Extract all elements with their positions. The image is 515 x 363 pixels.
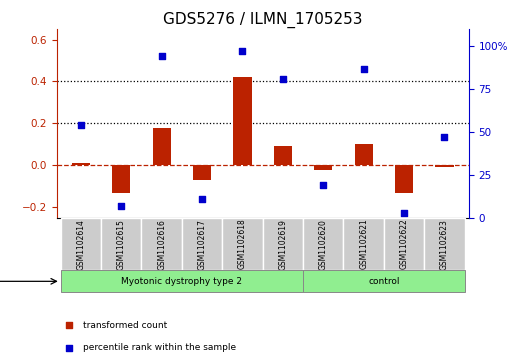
Point: [77, 122, 85, 128]
Point: [279, 76, 287, 82]
Bar: [101, 218, 142, 270]
Text: GSM1102619: GSM1102619: [278, 219, 287, 270]
Bar: [435, 166, 454, 167]
Bar: [314, 166, 332, 170]
Bar: [395, 166, 413, 193]
Text: Myotonic dystrophy type 2: Myotonic dystrophy type 2: [122, 277, 243, 286]
Bar: [72, 163, 90, 166]
Bar: [61, 270, 303, 292]
Bar: [222, 218, 263, 270]
Bar: [303, 270, 465, 292]
Bar: [233, 77, 251, 166]
Bar: [193, 166, 211, 180]
Bar: [182, 218, 222, 270]
Point: [65, 345, 73, 351]
Text: GSM1102615: GSM1102615: [117, 219, 126, 270]
Point: [319, 182, 328, 188]
Text: GSM1102622: GSM1102622: [400, 219, 408, 269]
Point: [65, 322, 73, 328]
Point: [117, 203, 125, 209]
Bar: [344, 218, 384, 270]
Bar: [274, 147, 292, 166]
Bar: [61, 218, 101, 270]
Point: [238, 48, 247, 54]
Point: [198, 196, 206, 202]
Text: GSM1102621: GSM1102621: [359, 219, 368, 269]
Text: GSM1102618: GSM1102618: [238, 219, 247, 269]
Point: [359, 66, 368, 72]
Text: GSM1102623: GSM1102623: [440, 219, 449, 270]
Text: GSM1102616: GSM1102616: [157, 219, 166, 270]
Point: [400, 210, 408, 216]
Text: GSM1102620: GSM1102620: [319, 219, 328, 270]
Bar: [263, 218, 303, 270]
Text: transformed count: transformed count: [83, 321, 168, 330]
Text: control: control: [368, 277, 400, 286]
Point: [440, 134, 449, 140]
Title: GDS5276 / ILMN_1705253: GDS5276 / ILMN_1705253: [163, 12, 363, 28]
Bar: [152, 128, 171, 166]
Bar: [303, 218, 344, 270]
Text: percentile rank within the sample: percentile rank within the sample: [83, 343, 236, 352]
Text: GSM1102617: GSM1102617: [198, 219, 207, 270]
Bar: [112, 166, 130, 193]
Text: GSM1102614: GSM1102614: [76, 219, 85, 270]
Bar: [424, 218, 465, 270]
Bar: [354, 144, 373, 166]
Bar: [384, 218, 424, 270]
Bar: [142, 218, 182, 270]
Point: [158, 54, 166, 60]
